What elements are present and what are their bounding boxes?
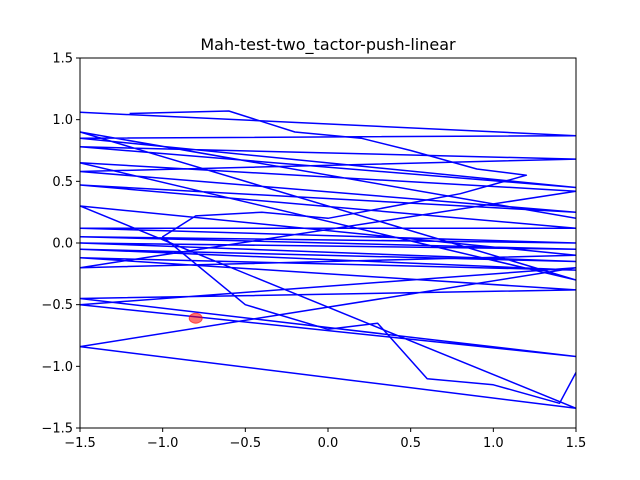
x-tick-label: −1.0: [147, 436, 179, 451]
y-tick-label: 1.5: [52, 52, 73, 67]
x-tick-label: −0.5: [230, 436, 262, 451]
y-tick-label: −0.5: [41, 298, 73, 313]
marker-point-1: [188, 312, 203, 324]
series-layer: [80, 110, 576, 410]
trajectory-line-2: [129, 110, 576, 405]
x-axis: −1.5 −1.0 −0.5 0.0 0.5 1.0 1.5: [64, 428, 586, 451]
x-tick-label: 0.5: [400, 436, 421, 451]
x-tick-label: 1.0: [483, 436, 504, 451]
trajectory-line-1: [80, 111, 576, 410]
y-tick-label: 1.0: [52, 113, 73, 128]
x-tick-label: 0.0: [318, 436, 339, 451]
y-axis: −1.5 −1.0 −0.5 0.0 0.5 1.0 1.5: [41, 52, 80, 437]
y-tick-label: −1.0: [41, 360, 73, 375]
plot-area: [79, 57, 577, 429]
y-tick-label: 0.0: [52, 237, 73, 252]
y-tick-label: −1.5: [41, 422, 73, 437]
x-tick-label: −1.5: [64, 436, 96, 451]
chart-title: Mah-test-two_tactor-push-linear: [200, 35, 456, 55]
y-tick-label: 0.5: [52, 175, 73, 190]
marker-layer: [188, 312, 203, 324]
x-tick-label: 1.5: [566, 436, 587, 451]
